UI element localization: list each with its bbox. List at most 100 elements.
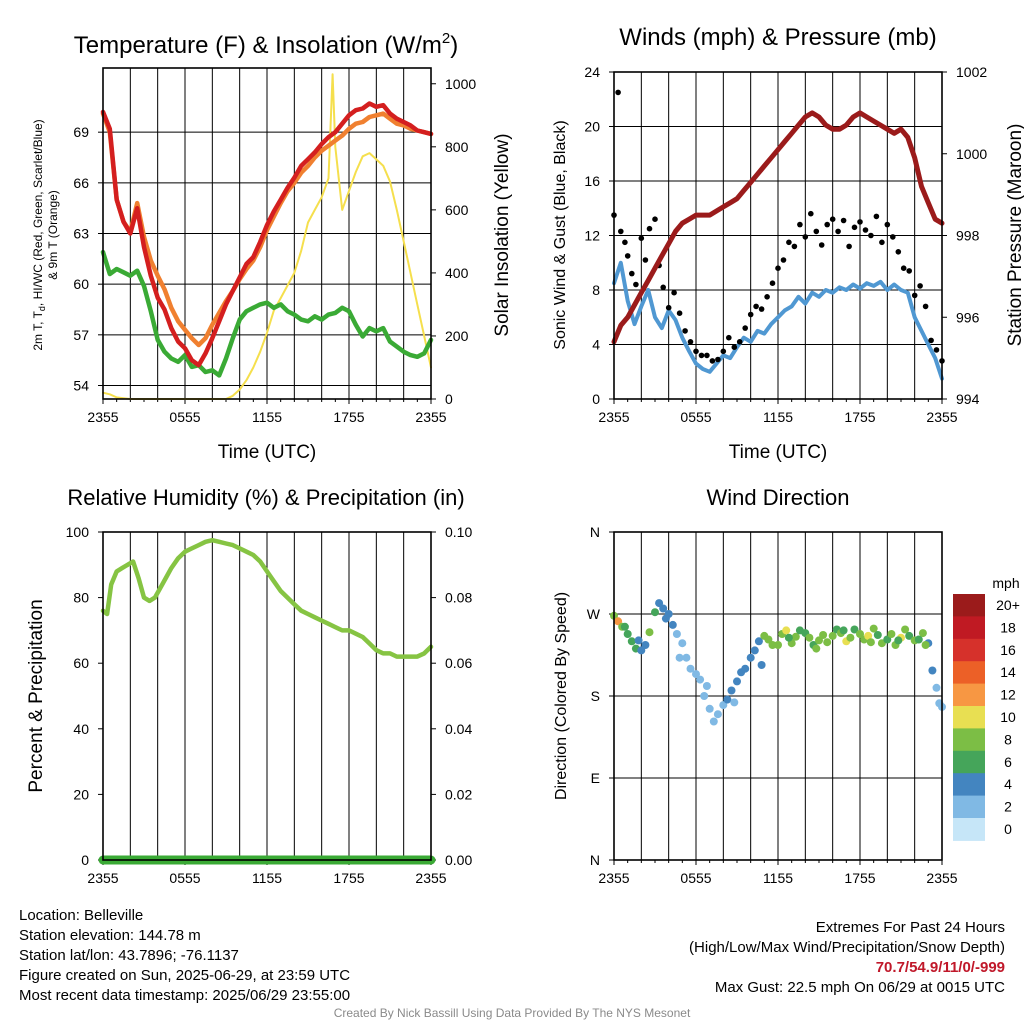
direction-point: [869, 624, 878, 633]
direction-point: [823, 638, 832, 647]
y-tick-label: 100: [66, 524, 90, 540]
direction-point: [634, 636, 643, 645]
y-tick-label: 69: [73, 124, 89, 140]
direction-point: [883, 635, 892, 644]
direction-point: [672, 630, 681, 638]
gust-point: [890, 234, 896, 240]
gust-point: [633, 281, 639, 288]
x-tick-label: 1155: [252, 870, 282, 886]
y-tick-label: N: [590, 524, 600, 540]
chart-title: Winds (mph) & Pressure (mb): [619, 24, 936, 51]
gust-point: [715, 356, 721, 363]
gust-point: [818, 242, 825, 248]
y2-tick-label: 1002: [956, 64, 987, 80]
title-superscript: 2: [442, 30, 450, 47]
x-tick-label: 2355: [415, 870, 446, 886]
colorbar-label: 8: [1004, 731, 1012, 747]
y2-tick-label: 200: [445, 328, 469, 344]
gust-point: [824, 221, 830, 228]
gust-point: [676, 310, 683, 317]
direction-point: [627, 637, 636, 646]
direction-point: [805, 633, 814, 642]
y-tick-label: 40: [73, 721, 89, 737]
colorbar-label: 16: [1000, 642, 1016, 658]
colorbar-unit: mph: [992, 575, 1019, 591]
x-tick-label: 1755: [844, 409, 875, 425]
gust-point: [682, 328, 688, 334]
direction-point: [757, 661, 766, 669]
y-tick-label: N: [590, 852, 600, 868]
y-axis-title-line2: & 9m T (Orange): [46, 190, 60, 280]
gust-point: [786, 239, 792, 246]
direction-point: [733, 677, 741, 686]
gust-point: [900, 265, 907, 272]
gust-point: [758, 306, 765, 312]
direction-point: [887, 630, 896, 638]
dewpoint-line: [100, 249, 434, 378]
direction-point: [675, 653, 684, 662]
x-tick-label: 0555: [169, 870, 200, 886]
y-tick-label: 54: [73, 377, 89, 393]
direction-point: [696, 675, 705, 684]
y2-tick-label: 0.02: [445, 786, 472, 802]
direction-point: [856, 630, 864, 638]
gust-point: [764, 294, 770, 300]
direction-frame: [613, 531, 943, 861]
gust-point: [780, 257, 787, 263]
x-tick-label: 0555: [680, 870, 711, 886]
direction-point: [828, 631, 837, 640]
pressure-line: [611, 110, 945, 345]
gust-point: [879, 239, 885, 246]
direction-point: [620, 622, 629, 631]
y-tick-label: W: [587, 606, 601, 622]
gust-point: [840, 217, 847, 224]
x-tick-label: 1755: [333, 870, 364, 886]
y-tick-label: 8: [592, 282, 600, 298]
direction-point: [727, 686, 736, 695]
y2-tick-label: 0.00: [445, 852, 472, 868]
direction-point: [791, 632, 800, 641]
gust-point: [791, 243, 798, 250]
gust-point: [624, 253, 631, 259]
colorbar-swatch: [953, 728, 985, 752]
colorbar-label: 2: [1004, 799, 1012, 815]
y2-axis-title: Station Pressure (Maroon): [1005, 124, 1024, 347]
direction-point: [705, 704, 714, 713]
y-tick-label: 24: [584, 64, 600, 80]
direction-point: [709, 717, 718, 726]
x-tick-label: 1755: [844, 870, 875, 886]
elevation-text: Station elevation: 144.78 m: [19, 927, 201, 944]
gust-point: [808, 210, 814, 217]
y2-tick-label: 0.08: [445, 590, 472, 606]
y-tick-label: S: [591, 688, 600, 704]
colorbar-label: 14: [1000, 664, 1016, 680]
x-tick-label: 2355: [415, 409, 446, 425]
x-axis-title: Time (UTC): [729, 442, 828, 463]
chart-title: Temperature (F) & Insolation (W/m2): [74, 30, 458, 59]
direction-point: [905, 631, 914, 640]
gust-point: [846, 243, 852, 250]
colorbar-label: 10: [1000, 709, 1016, 725]
y-tick-label: 4: [592, 337, 600, 353]
direction-point: [678, 639, 687, 648]
gust-point: [851, 224, 858, 231]
direction-point: [784, 633, 793, 642]
gust-point: [642, 257, 649, 263]
gust-point: [615, 89, 621, 96]
x-axis-title: Time (UTC): [218, 442, 317, 463]
gust-point: [857, 219, 863, 225]
gust-point: [629, 270, 635, 277]
y2-tick-label: 994: [956, 391, 980, 407]
gust-point: [709, 358, 716, 364]
gust-point: [884, 221, 891, 228]
y2-tick-label: 0.06: [445, 655, 472, 671]
direction-point: [641, 641, 650, 649]
y-tick-label: 63: [73, 226, 89, 242]
y2-tick-label: 400: [445, 265, 469, 281]
y2-tick-label: 0.04: [445, 721, 472, 737]
chart-title: Wind Direction: [706, 485, 849, 510]
x-tick-label: 2355: [926, 870, 957, 886]
x-tick-label: 1155: [252, 409, 282, 425]
direction-panel: [613, 532, 943, 865]
direction-point: [782, 626, 791, 635]
